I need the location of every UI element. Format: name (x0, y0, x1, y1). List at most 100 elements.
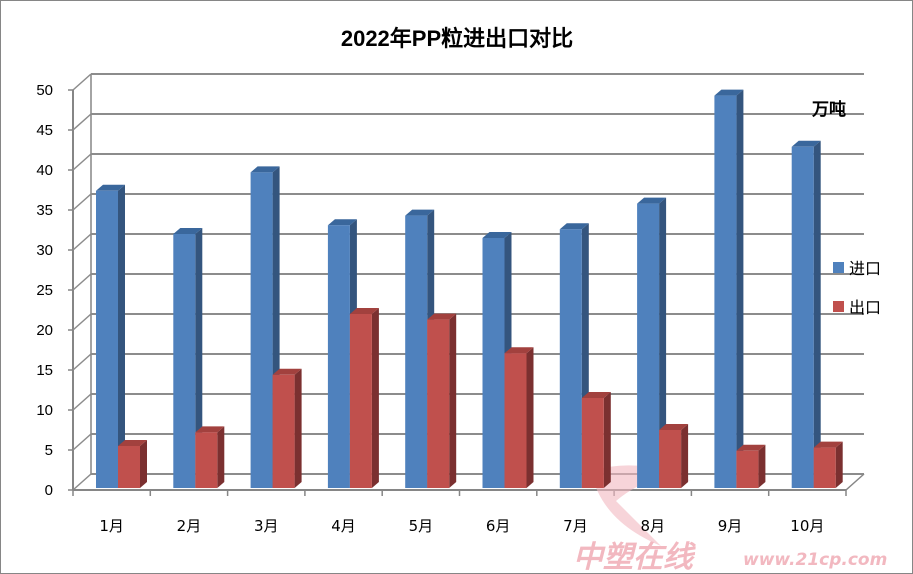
bar-side (140, 440, 147, 488)
bar-front (791, 146, 814, 489)
bar-export (118, 440, 147, 488)
bar-top (482, 232, 512, 238)
bar-front (173, 234, 196, 488)
bar-front (195, 432, 218, 488)
bar-export (659, 424, 689, 488)
x-tick-label: 4月 (331, 517, 356, 535)
bar-front (714, 95, 737, 488)
bar-front (736, 450, 759, 488)
bar-top (813, 441, 843, 448)
legend: 进口 出口 (833, 259, 881, 317)
bar-top (96, 184, 125, 191)
x-tick-label: 10月 (790, 517, 824, 535)
bar-top (637, 197, 667, 204)
bar-top (272, 368, 302, 375)
chart-title: 2022年PP粒进出口对比 (341, 26, 573, 51)
bar-side (526, 347, 534, 488)
side-wall-gridline (72, 313, 92, 331)
bar-top (736, 444, 766, 451)
bar-export (195, 426, 225, 488)
bar-side (736, 89, 744, 488)
y-tick-label: 20 (36, 322, 53, 339)
bar-export (736, 444, 766, 488)
side-wall-gridline (72, 233, 92, 251)
bar-side (681, 424, 689, 488)
bar-import (96, 184, 125, 489)
bar-side (813, 140, 821, 489)
bar-front (813, 447, 836, 488)
x-tick-label: 1月 (99, 517, 124, 535)
side-wall-gridline (72, 473, 92, 491)
bar-export (813, 441, 843, 488)
legend-swatch-import (833, 262, 844, 273)
bar-front (272, 374, 295, 488)
bar-front (405, 215, 428, 488)
bar-side (659, 197, 667, 488)
bar-front (559, 229, 582, 488)
bar-export (427, 313, 457, 488)
bar-front (118, 446, 140, 488)
bar-front (327, 225, 350, 488)
y-tick-label: 10 (36, 402, 53, 419)
bar-side (371, 308, 379, 488)
bar-side (449, 313, 457, 488)
bar-top (173, 228, 203, 234)
watermark-text: 中塑在线 (573, 540, 697, 573)
bar-top (405, 209, 435, 216)
y-tick-label: 35 (36, 202, 53, 219)
x-tick-label: 3月 (254, 517, 279, 535)
bar-top (559, 223, 589, 230)
x-tick-label: 7月 (563, 517, 588, 535)
side-wall-gridline (72, 393, 92, 411)
watermark-logo: 中塑在线 www.21cp.com (573, 465, 887, 573)
side-wall-gridline (72, 193, 92, 211)
side-wall-gridline (72, 153, 92, 171)
bar-top (659, 424, 689, 430)
bar-top (250, 166, 280, 173)
y-tick-label: 15 (36, 362, 53, 379)
legend-swatch-export (833, 301, 844, 312)
bar-import (714, 89, 744, 488)
bar-front (349, 314, 372, 488)
x-tick-label: 8月 (640, 517, 665, 535)
x-tick-label: 2月 (177, 517, 202, 535)
bar-export (349, 308, 379, 488)
bar-top (118, 440, 147, 446)
floor-edge (845, 473, 865, 491)
bar-side (835, 441, 843, 488)
bar-import (791, 140, 821, 489)
x-tick-label: 5月 (409, 517, 434, 535)
side-wall-gridline (72, 273, 92, 291)
bar-top (427, 313, 457, 320)
bar-top (581, 392, 611, 398)
bar-export (504, 347, 534, 488)
side-wall-gridline (72, 113, 92, 131)
bar-front (482, 238, 505, 488)
side-wall-gridline (72, 433, 92, 451)
bar-top (327, 219, 357, 226)
bar-top (349, 308, 379, 314)
bar-side (294, 368, 302, 488)
y-tick-label: 25 (36, 282, 53, 299)
side-wall-gridline (72, 353, 92, 371)
bar-export (581, 392, 611, 488)
bar-top (195, 426, 225, 433)
y-tick-label: 40 (36, 162, 53, 179)
bar-front (427, 319, 450, 488)
watermark-logo-shape (591, 465, 691, 546)
bar-front (250, 172, 273, 488)
y-tick-label: 30 (36, 242, 53, 259)
bar-import (173, 228, 203, 488)
side-wall-gridline (72, 73, 92, 91)
watermark-url: www.21cp.com (743, 550, 887, 570)
y-tick-label: 50 (36, 82, 53, 99)
bar-front (659, 430, 682, 488)
bar-front (504, 353, 527, 488)
bar-side (603, 392, 611, 488)
bar-side (118, 184, 125, 489)
bar-top (791, 140, 821, 147)
bar-import (637, 197, 667, 488)
bar-side (217, 426, 225, 488)
bar-side (195, 228, 203, 488)
